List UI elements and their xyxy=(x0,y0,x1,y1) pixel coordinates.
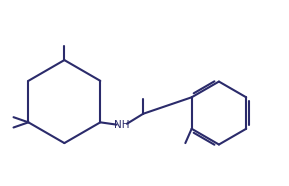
Text: NH: NH xyxy=(114,120,129,130)
